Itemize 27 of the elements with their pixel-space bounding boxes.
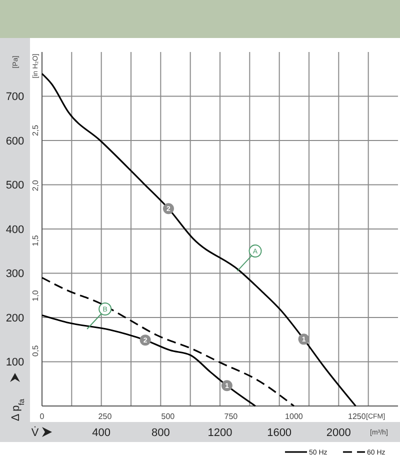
x-tick-label: 1250 <box>348 412 366 421</box>
y-tick-label: 300 <box>6 268 24 280</box>
y2-tick-label: 2,0 <box>30 179 40 192</box>
x2-tick-label: 1600 <box>267 426 292 439</box>
y-tick-label: 200 <box>6 312 24 324</box>
x-tick-label: 500 <box>161 412 176 421</box>
x2-tick-label: 400 <box>92 426 111 439</box>
x-tick-label: 0 <box>40 412 45 421</box>
text: V̇ <box>31 426 40 439</box>
y2-tick-label: 0,5 <box>30 344 40 356</box>
x-tick-label: 750 <box>224 412 238 421</box>
y-tick-label: 600 <box>6 135 24 148</box>
x-tick-label: 250 <box>98 412 112 421</box>
line-series <box>41 72 356 407</box>
y-tick-label: 700 <box>6 91 24 104</box>
x2-tick-label: 2000 <box>326 426 351 439</box>
x2-tick-label: 1200 <box>208 426 232 439</box>
y-tick-label: 100 <box>6 356 24 369</box>
y2-tick-label: 2,5 <box>30 124 40 136</box>
y-tick-label: 500 <box>6 180 24 192</box>
line-series <box>41 276 295 407</box>
line-series <box>41 314 256 407</box>
x-tick-label: 1000 <box>285 412 304 421</box>
x2-tick-label: 800 <box>151 426 170 439</box>
y2-tick-label: 1,0 <box>30 290 40 302</box>
y-tick-label: 400 <box>6 224 24 236</box>
y2-tick-label: 1,5 <box>30 234 40 246</box>
